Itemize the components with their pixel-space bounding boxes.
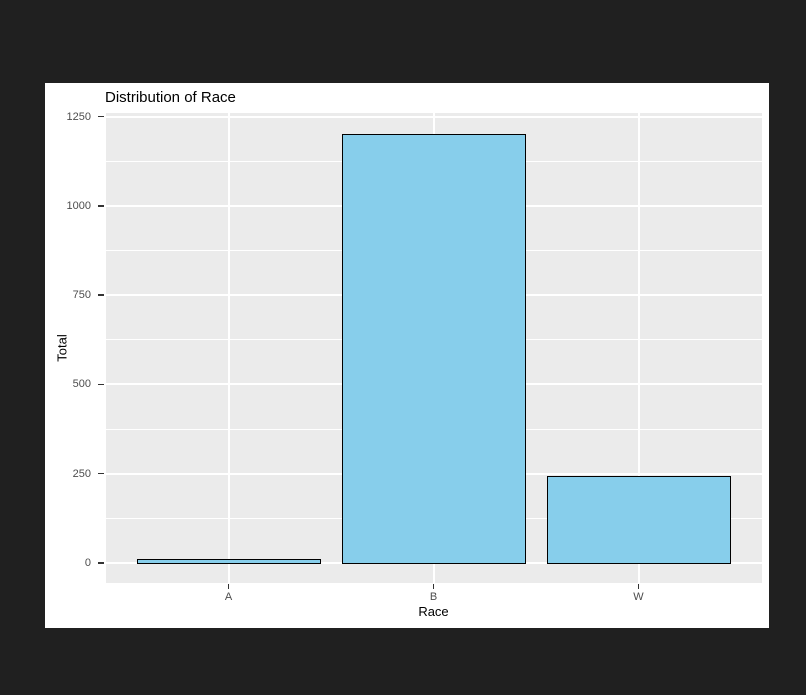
bar-W — [546, 476, 731, 564]
plot-panel — [105, 113, 762, 583]
x-tick-mark — [432, 584, 435, 589]
y-tick-label: 500 — [72, 378, 91, 391]
y-tick-label: 0 — [84, 557, 91, 569]
gridline-major-vertical — [637, 113, 640, 583]
x-tick-mark — [637, 584, 640, 589]
gridline-major-vertical — [227, 113, 230, 583]
x-axis-title: Race — [418, 604, 449, 619]
y-tick-mark — [98, 294, 104, 296]
bar-B — [341, 134, 526, 564]
y-tick-label: 250 — [72, 467, 91, 480]
y-tick-label: 1000 — [66, 199, 91, 212]
y-tick-mark — [98, 472, 104, 475]
y-tick-label: 750 — [72, 289, 91, 302]
y-tick-label: 1250 — [66, 110, 91, 123]
y-tick-mark — [98, 383, 104, 386]
chart-title: Distribution of Race — [105, 89, 236, 106]
x-tick-label-A: A — [224, 591, 233, 603]
x-tick-label-W: W — [633, 591, 644, 603]
x-tick-label-B: B — [429, 591, 438, 603]
y-axis-title: Total — [54, 334, 70, 362]
y-tick-mark — [98, 115, 104, 118]
y-tick-mark — [98, 562, 104, 564]
plot-figure: Distribution of Race Total Race 0 250 500 7… — [45, 83, 769, 628]
bar-A — [136, 558, 321, 564]
x-tick-mark — [227, 584, 230, 589]
y-tick-mark — [98, 205, 104, 207]
